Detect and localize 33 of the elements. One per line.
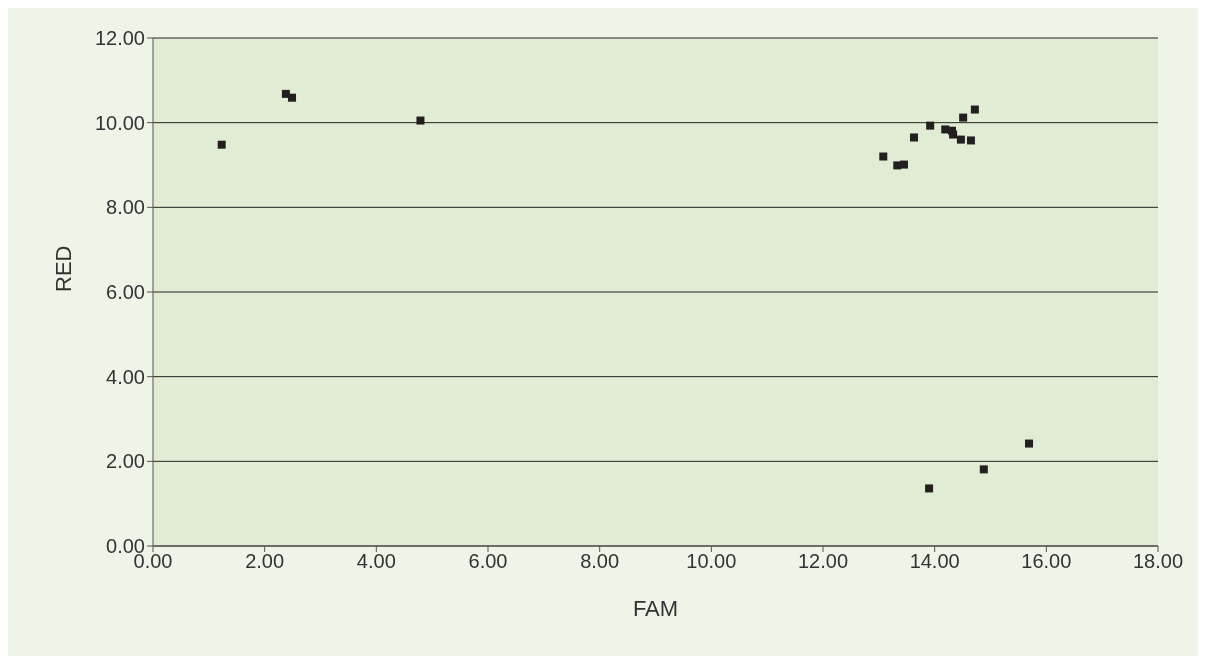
point xyxy=(949,130,958,139)
point xyxy=(899,160,908,169)
point xyxy=(925,484,934,493)
x-tick-label: 8.00 xyxy=(580,550,620,573)
point xyxy=(941,125,950,134)
point xyxy=(288,93,297,102)
y-tick-label: 2.00 xyxy=(106,450,145,473)
point xyxy=(979,465,988,474)
x-axis-title: FAM xyxy=(632,596,679,621)
y-tick-label: 12.00 xyxy=(94,27,145,50)
y-tick-label: 4.00 xyxy=(106,365,145,388)
point xyxy=(416,116,425,125)
point xyxy=(910,133,919,142)
point xyxy=(879,152,888,161)
point xyxy=(959,113,968,122)
x-tick-label: 6.00 xyxy=(468,550,508,573)
point xyxy=(956,135,965,144)
point xyxy=(217,140,226,149)
x-tick-label: 16.00 xyxy=(1021,550,1072,573)
point xyxy=(966,136,975,145)
x-tick-label: 12.00 xyxy=(797,550,849,573)
y-tick-label: 6.00 xyxy=(106,281,145,304)
x-tick-label: 2.00 xyxy=(245,550,285,573)
y-tick-label: 10.00 xyxy=(94,111,145,134)
y-axis-title: RED xyxy=(50,245,76,292)
x-tick-label: 18.00 xyxy=(1132,550,1184,573)
point xyxy=(1025,439,1034,448)
x-tick-label: 4.00 xyxy=(356,550,396,573)
point xyxy=(926,121,935,130)
point xyxy=(970,105,979,114)
y-tick-label: 8.00 xyxy=(106,196,145,219)
x-tick-label: 14.00 xyxy=(909,550,960,573)
x-tick-label: 10.00 xyxy=(686,550,737,573)
